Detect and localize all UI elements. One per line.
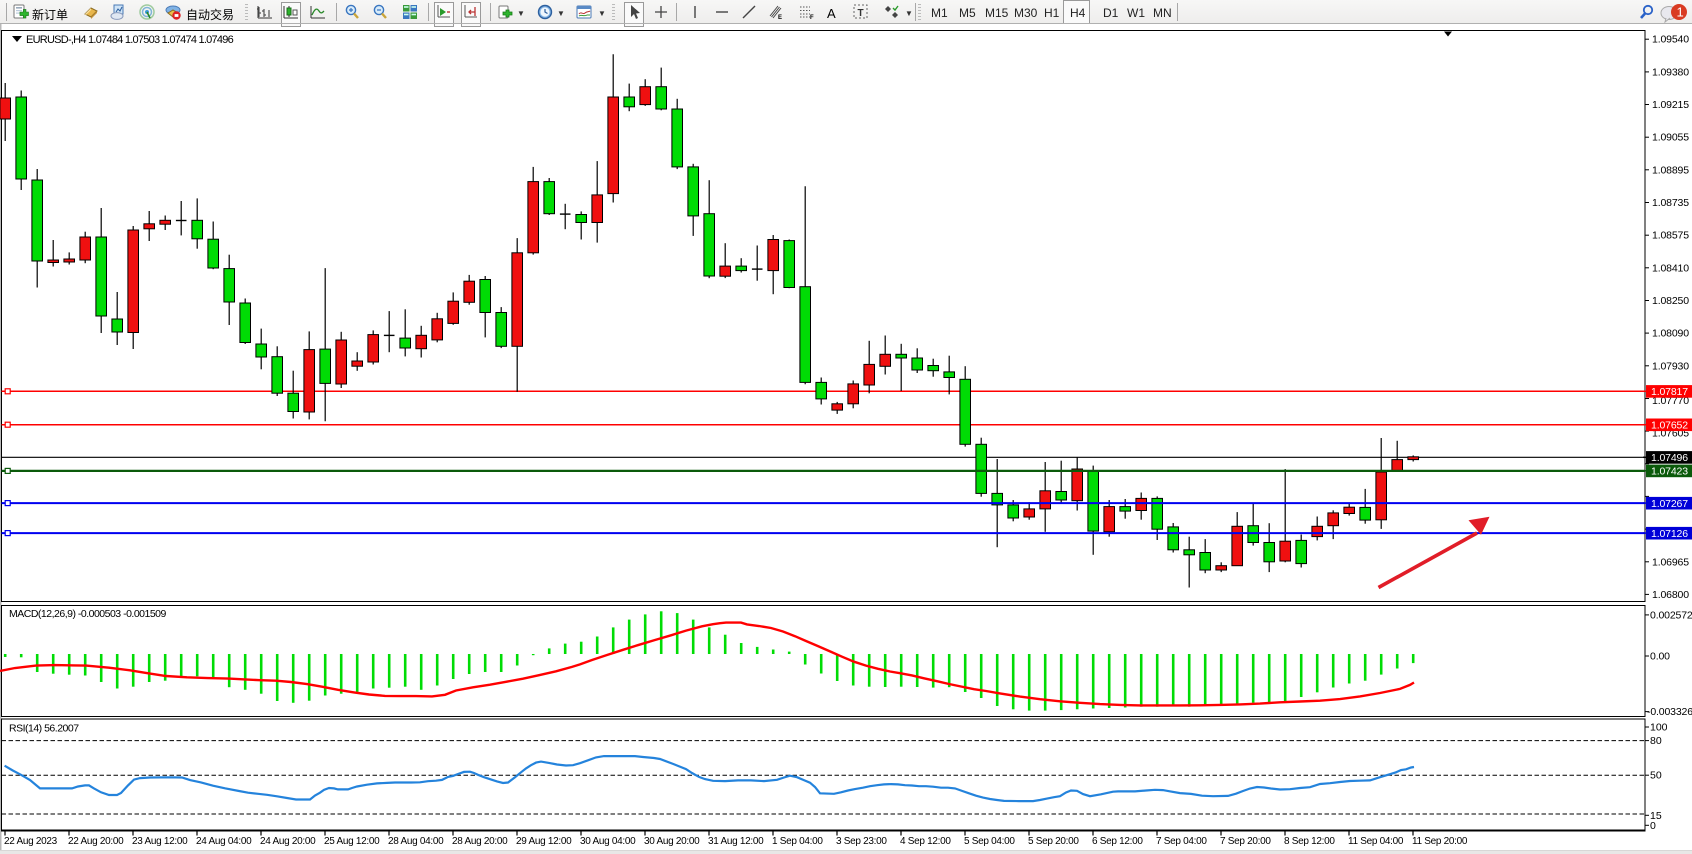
svg-text:11 Sep 20:00: 11 Sep 20:00 xyxy=(1412,836,1468,847)
svg-text:1.06800: 1.06800 xyxy=(1652,589,1689,601)
svg-text:1.09215: 1.09215 xyxy=(1652,99,1689,111)
svg-text:0: 0 xyxy=(1650,820,1656,832)
svg-text:E: E xyxy=(778,15,782,20)
svg-text:1.08575: 1.08575 xyxy=(1652,230,1689,242)
svg-text:1.07423: 1.07423 xyxy=(1651,466,1688,478)
svg-text:3 Sep 23:00: 3 Sep 23:00 xyxy=(836,836,887,847)
svg-text:80: 80 xyxy=(1650,735,1662,747)
svg-text:1: 1 xyxy=(1677,5,1684,20)
svg-text:25 Aug 12:00: 25 Aug 12:00 xyxy=(324,836,380,847)
svg-text:28 Aug 20:00: 28 Aug 20:00 xyxy=(452,836,508,847)
svg-text:31 Aug 12:00: 31 Aug 12:00 xyxy=(708,836,764,847)
svg-text:1.08735: 1.08735 xyxy=(1652,197,1689,209)
svg-text:30 Aug 20:00: 30 Aug 20:00 xyxy=(644,836,700,847)
svg-text:100: 100 xyxy=(1650,722,1668,734)
svg-text:1.09380: 1.09380 xyxy=(1652,66,1689,78)
svg-text:4 Sep 12:00: 4 Sep 12:00 xyxy=(900,836,951,847)
svg-text:1.08250: 1.08250 xyxy=(1652,295,1689,307)
svg-text:T: T xyxy=(858,8,864,19)
svg-text:-0.003326: -0.003326 xyxy=(1647,706,1692,718)
svg-text:30 Aug 04:00: 30 Aug 04:00 xyxy=(580,836,636,847)
svg-text:6 Sep 12:00: 6 Sep 12:00 xyxy=(1092,836,1143,847)
svg-text:5 Sep 20:00: 5 Sep 20:00 xyxy=(1028,836,1079,847)
svg-text:7 Sep 04:00: 7 Sep 04:00 xyxy=(1156,836,1207,847)
svg-text:MACD(12,26,9) -0.000503 -0.001: MACD(12,26,9) -0.000503 -0.001509 xyxy=(9,608,167,620)
svg-text:29 Aug 12:00: 29 Aug 12:00 xyxy=(516,836,572,847)
svg-text:1.07267: 1.07267 xyxy=(1651,498,1688,510)
svg-text:7 Sep 20:00: 7 Sep 20:00 xyxy=(1220,836,1271,847)
svg-text:F: F xyxy=(810,15,814,20)
svg-text:1.07652: 1.07652 xyxy=(1651,420,1688,432)
svg-text:1.07930: 1.07930 xyxy=(1652,360,1689,372)
svg-text:1.07817: 1.07817 xyxy=(1651,386,1688,398)
svg-text:1.07770: 1.07770 xyxy=(1652,395,1689,407)
svg-text:1 Sep 04:00: 1 Sep 04:00 xyxy=(772,836,823,847)
svg-text:1.09055: 1.09055 xyxy=(1652,132,1689,144)
svg-text:1.06965: 1.06965 xyxy=(1652,556,1689,568)
svg-text:0.002572: 0.002572 xyxy=(1650,609,1692,621)
svg-text:1.07126: 1.07126 xyxy=(1651,528,1688,540)
svg-text:24 Aug 04:00: 24 Aug 04:00 xyxy=(196,836,252,847)
svg-text:50: 50 xyxy=(1650,770,1662,782)
svg-text:23 Aug 12:00: 23 Aug 12:00 xyxy=(132,836,188,847)
svg-text:1.08895: 1.08895 xyxy=(1652,164,1689,176)
svg-text:5 Sep 04:00: 5 Sep 04:00 xyxy=(964,836,1015,847)
svg-text:22 Aug 20:00: 22 Aug 20:00 xyxy=(68,836,124,847)
svg-text:15: 15 xyxy=(1650,810,1662,822)
svg-text:0.00: 0.00 xyxy=(1650,651,1670,663)
svg-text:11 Sep 04:00: 11 Sep 04:00 xyxy=(1348,836,1404,847)
svg-text:RSI(14) 56.2007: RSI(14) 56.2007 xyxy=(9,723,79,735)
svg-text:8 Sep 12:00: 8 Sep 12:00 xyxy=(1284,836,1335,847)
svg-text:1.08410: 1.08410 xyxy=(1652,262,1689,274)
svg-text:1.07496: 1.07496 xyxy=(1651,452,1688,464)
svg-text:22 Aug 2023: 22 Aug 2023 xyxy=(4,836,58,847)
svg-text:1.08090: 1.08090 xyxy=(1652,328,1689,340)
svg-text:1.09540: 1.09540 xyxy=(1652,34,1689,46)
svg-text:EURUSD-,H4 1.07484 1.07503 1.: EURUSD-,H4 1.07484 1.07503 1.07474 1.074… xyxy=(26,34,234,46)
svg-text:28 Aug 04:00: 28 Aug 04:00 xyxy=(388,836,444,847)
svg-text:24 Aug 20:00: 24 Aug 20:00 xyxy=(260,836,316,847)
